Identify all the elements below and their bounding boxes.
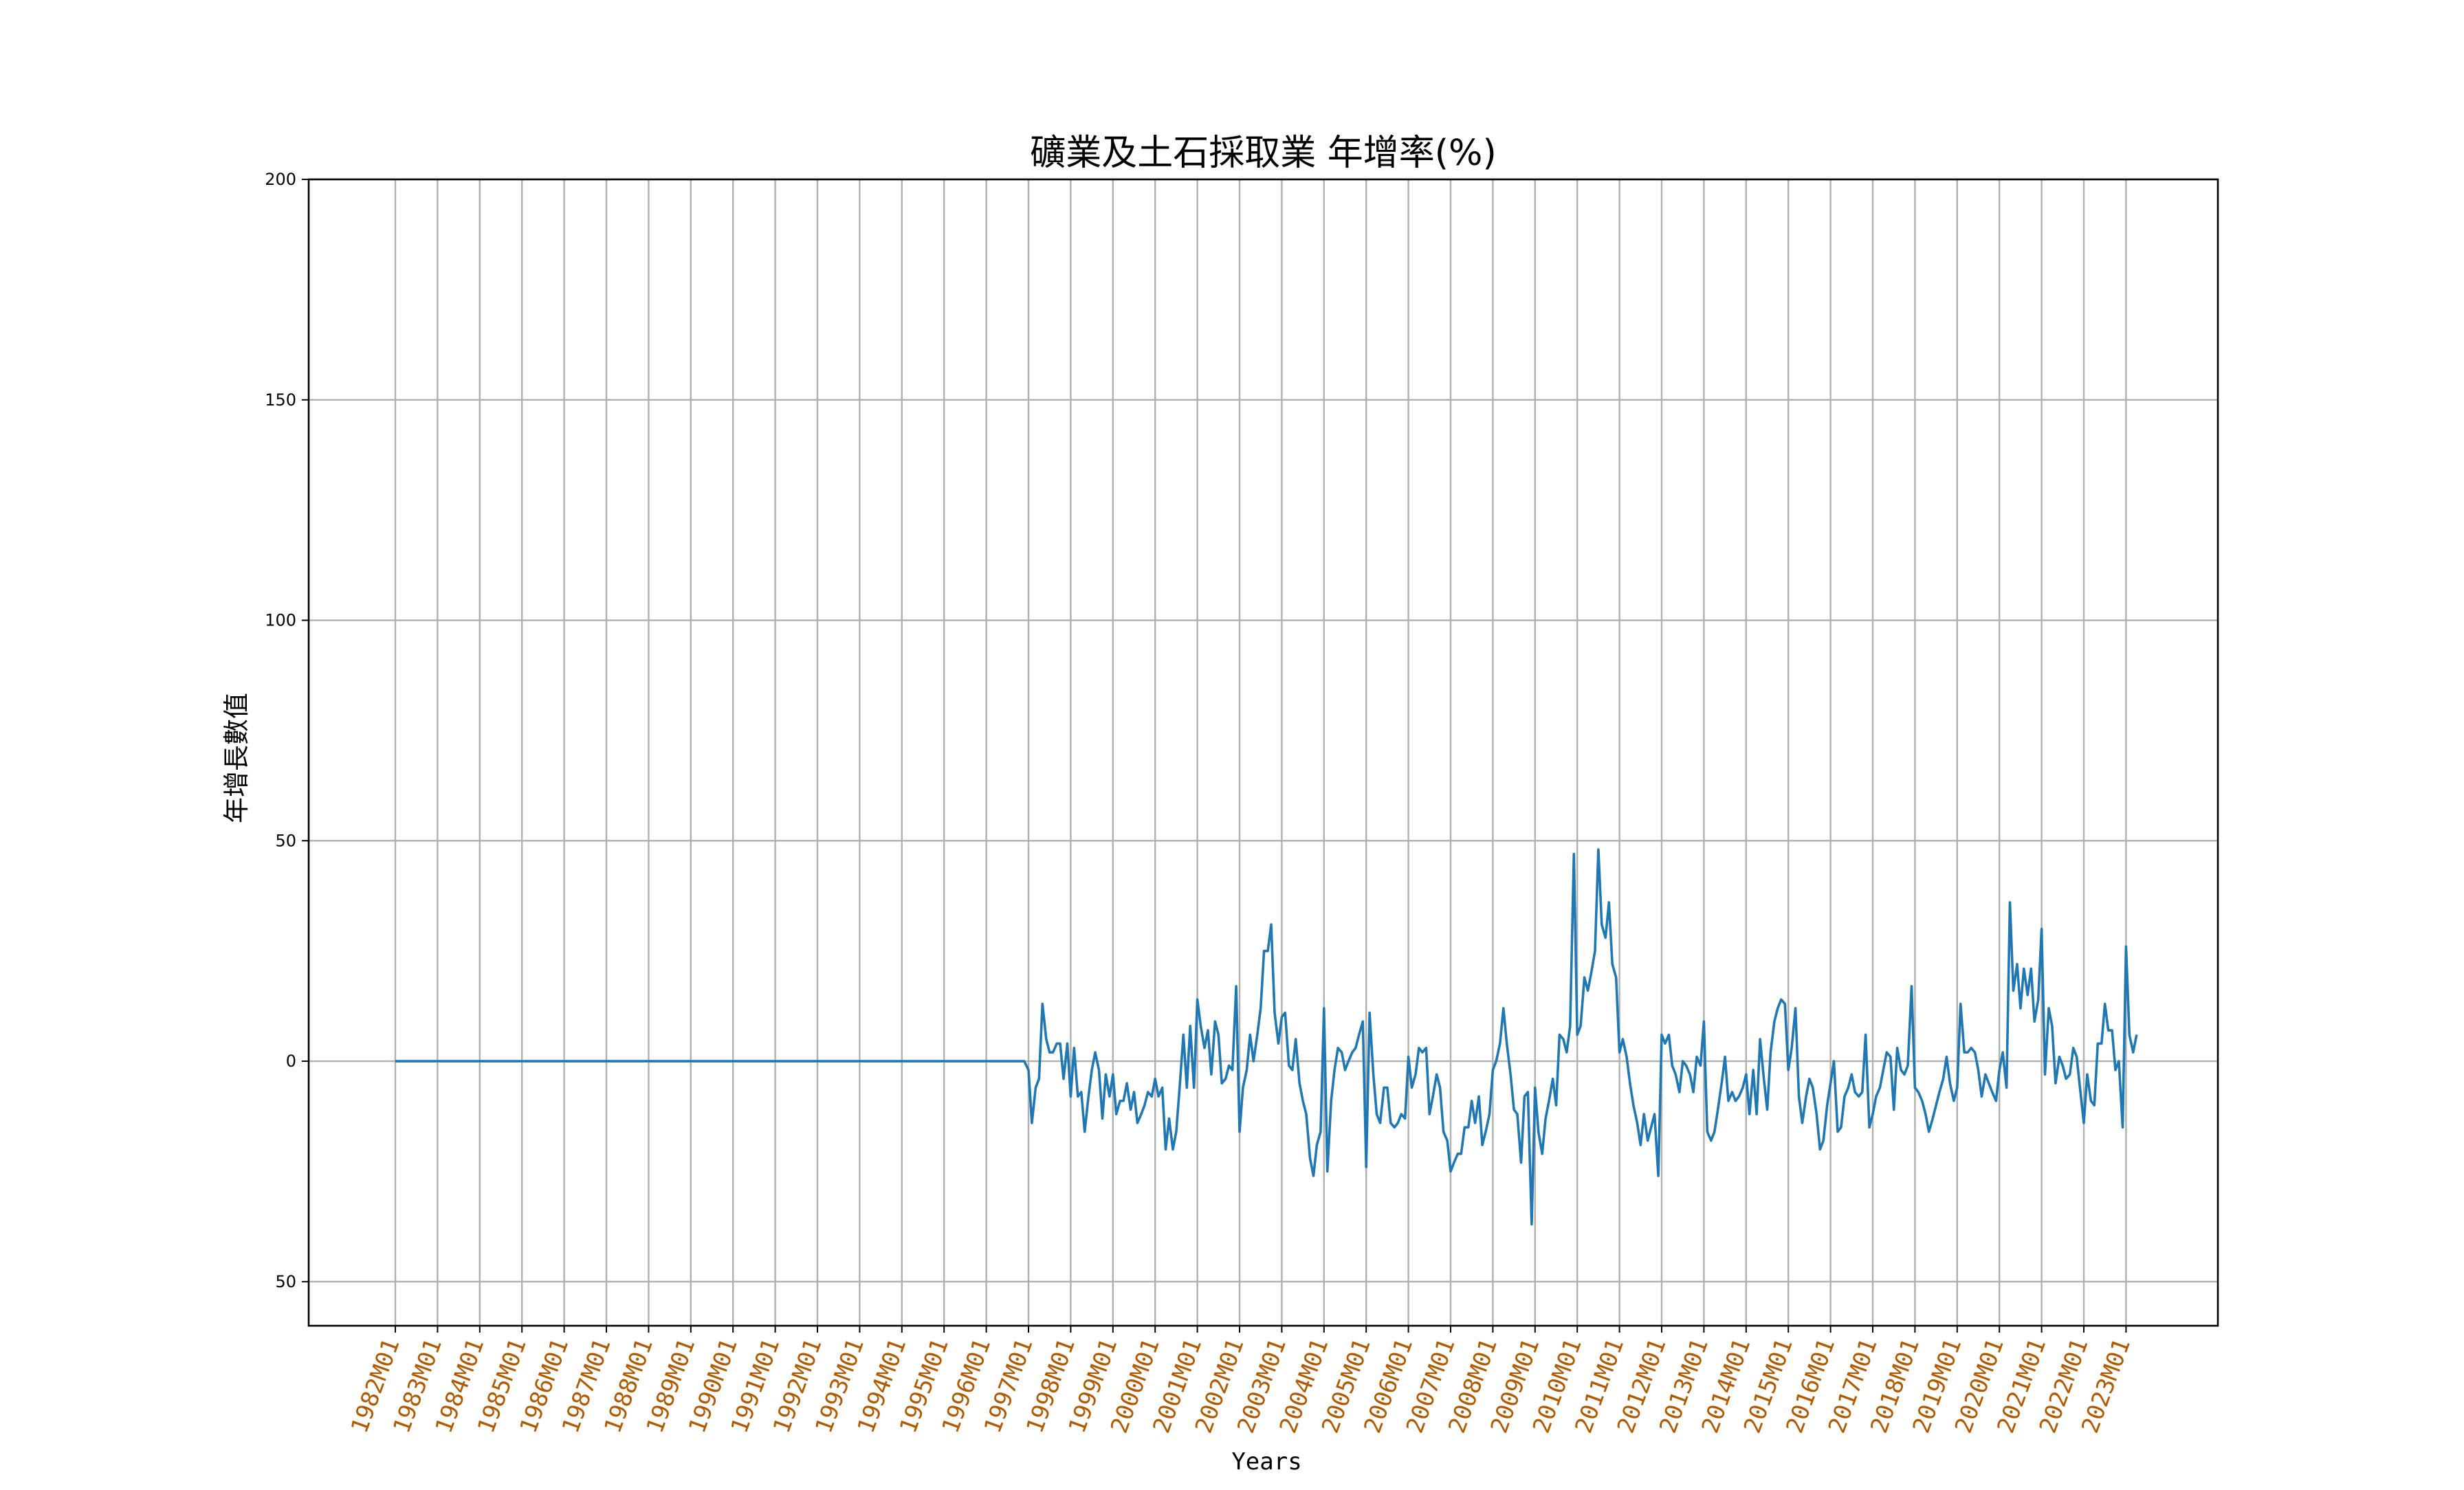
y-axis-ticks: 50 0 50 100 150 200 [265, 170, 309, 1291]
y-tick-label: 0 [286, 1052, 296, 1071]
y-tick-label: 100 [265, 611, 296, 630]
y-tick-label: 200 [265, 170, 296, 189]
chart-title: 礦業及土石採取業 年增率(%) [1030, 133, 1497, 174]
x-axis-label: Years [1231, 1448, 1301, 1476]
y-tick-label: 50 [275, 1272, 296, 1291]
series-line [395, 848, 2138, 1226]
series-layer [395, 848, 2138, 1226]
x-axis-ticks: 1982M011983M011984M011985M011986M011987M… [346, 1326, 2136, 1437]
y-tick-label: 50 [275, 831, 296, 850]
plot-area-frame [307, 178, 2219, 1327]
y-axis-label: 年增長數值 [221, 693, 252, 823]
y-tick-label: 150 [265, 390, 296, 410]
